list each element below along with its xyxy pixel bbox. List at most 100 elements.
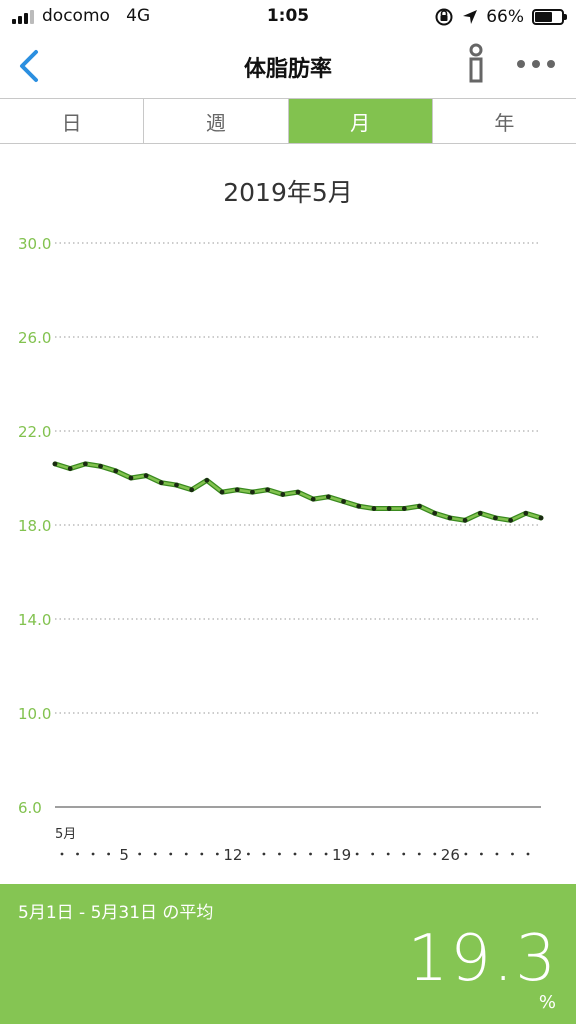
data-point xyxy=(67,466,73,471)
info-button[interactable] xyxy=(462,42,490,86)
tab-day[interactable]: 日 xyxy=(61,110,82,135)
x-tick-dot xyxy=(464,852,468,856)
x-tick-dot xyxy=(60,852,64,856)
x-tick-dot xyxy=(511,852,514,856)
data-point xyxy=(189,487,195,493)
data-point xyxy=(356,503,362,509)
x-tick-dot xyxy=(215,852,219,856)
x-tick-dot xyxy=(433,852,437,856)
average-unit: % xyxy=(538,992,556,1013)
data-point xyxy=(447,515,453,521)
x-tick-dot xyxy=(309,852,312,856)
nav-bar: 体脂肪率 xyxy=(0,36,576,98)
body-fat-chart: 30.0 26.0 22.0 18.0 14.0 10.0 6.0 5月 5 12 19 26 xyxy=(18,235,544,864)
x-tick-dot xyxy=(184,852,188,856)
x-tick-dot xyxy=(293,852,297,856)
data-point xyxy=(128,475,134,481)
x-tick-dot xyxy=(371,852,375,856)
carrier: docomo 4G xyxy=(42,6,151,26)
data-point xyxy=(538,515,544,521)
data-point xyxy=(462,517,468,523)
x-tick-dot xyxy=(169,852,173,856)
data-point xyxy=(158,480,164,486)
rotation-lock-icon xyxy=(435,8,453,26)
tab-year[interactable]: 年 xyxy=(431,99,576,143)
data-point xyxy=(341,499,346,504)
battery-icon xyxy=(532,9,567,25)
data-point xyxy=(432,510,438,516)
more-icon xyxy=(517,60,555,68)
x-tick-dot xyxy=(76,852,79,856)
x-tick-dot xyxy=(355,852,359,856)
location-icon xyxy=(463,10,478,24)
y-tick-label: 14.0 xyxy=(18,611,51,629)
x-tick-dot xyxy=(262,852,266,856)
x-tick-dot xyxy=(200,852,204,856)
data-point xyxy=(265,487,271,493)
x-tick-label: 5 xyxy=(119,846,129,864)
data-point xyxy=(250,489,255,495)
status-right: 66% xyxy=(434,6,567,28)
network-type: 4G xyxy=(126,6,151,26)
x-tick-dot xyxy=(153,852,157,856)
signal-icon xyxy=(12,10,38,24)
x-tick-dot xyxy=(402,852,406,856)
y-tick-label: 10.0 xyxy=(18,705,51,723)
x-tick-dot xyxy=(138,852,142,856)
x-tick-dot xyxy=(278,852,281,856)
data-point xyxy=(386,506,392,511)
y-tick-label: 18.0 xyxy=(18,517,51,535)
back-button[interactable] xyxy=(12,42,48,90)
data-point xyxy=(401,506,407,511)
data-point xyxy=(417,503,422,509)
x-tick-dot xyxy=(324,852,328,856)
data-point xyxy=(143,473,149,479)
data-point xyxy=(174,482,179,488)
x-tick-label: 19 xyxy=(332,846,351,864)
battery-percent: 66% xyxy=(486,7,524,27)
info-icon xyxy=(469,43,483,83)
y-tick-label: 22.0 xyxy=(18,423,51,441)
data-point xyxy=(204,477,210,483)
data-point xyxy=(98,463,103,469)
data-point xyxy=(295,489,301,495)
average-range-label: 5月1日 - 5月31日 の平均 xyxy=(18,903,214,923)
data-point xyxy=(82,461,88,467)
status-time: 1:05 xyxy=(266,6,310,26)
average-panel: 5月1日 - 5月31日 の平均 19.3 % xyxy=(0,884,576,1024)
x-tick-label: 12 xyxy=(223,846,242,864)
x-tick-dot xyxy=(91,852,95,856)
y-tick-label: 30.0 xyxy=(18,235,51,253)
x-tick-dot xyxy=(417,852,421,856)
period-tabs: 日 週 月 年 xyxy=(0,98,576,144)
x-tick-dot xyxy=(495,852,499,856)
y-tick-label: 6.0 xyxy=(18,799,42,817)
data-point xyxy=(523,510,529,516)
x-tick-dot xyxy=(526,852,530,856)
data-point xyxy=(113,468,119,474)
data-point xyxy=(493,515,498,521)
tab-month[interactable]: 月 xyxy=(287,99,432,143)
x-tick-dot xyxy=(247,852,250,856)
more-button[interactable] xyxy=(512,46,560,82)
x-tick-dot xyxy=(386,852,390,856)
data-point xyxy=(234,487,240,493)
x-month-label: 5月 xyxy=(55,827,76,842)
data-point xyxy=(310,496,316,502)
x-tick-dot xyxy=(480,852,483,856)
data-point xyxy=(219,489,225,495)
data-point xyxy=(477,510,483,516)
data-point xyxy=(52,461,58,467)
chart-title: 2019年5月 xyxy=(223,178,353,207)
x-tick-dot xyxy=(107,852,110,856)
chevron-left-icon xyxy=(20,50,38,82)
x-tick-label: 26 xyxy=(441,846,460,864)
average-value: 19.3 xyxy=(407,922,558,996)
data-point xyxy=(371,506,377,511)
data-point xyxy=(280,492,286,497)
y-tick-label: 26.0 xyxy=(18,329,51,347)
data-point xyxy=(325,494,331,500)
status-bar: docomo 4G 1:05 66% xyxy=(0,0,576,36)
data-point xyxy=(508,517,514,523)
tab-week[interactable]: 週 xyxy=(143,99,287,143)
